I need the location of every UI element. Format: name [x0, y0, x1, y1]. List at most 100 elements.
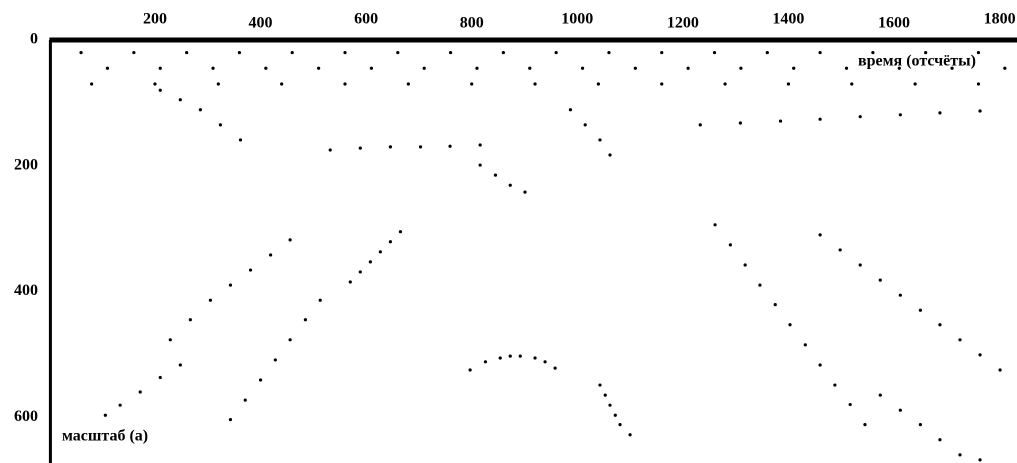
point: [568, 108, 573, 112]
point: [844, 66, 849, 70]
point: [368, 260, 372, 264]
point: [633, 66, 637, 70]
point: [608, 403, 612, 407]
point: [878, 393, 882, 397]
point: [608, 153, 612, 157]
point: [153, 82, 157, 86]
x-tick-label: 1400: [772, 11, 804, 28]
point: [533, 356, 537, 360]
point: [369, 66, 374, 70]
point: [398, 230, 403, 234]
point: [603, 393, 607, 397]
x-tick-label: 400: [249, 15, 273, 32]
point: [318, 298, 322, 302]
point: [243, 398, 247, 402]
point: [628, 433, 632, 437]
point: [508, 354, 512, 358]
point: [580, 66, 585, 70]
point: [288, 238, 292, 242]
point: [103, 413, 107, 417]
x-tick-label: 200: [143, 11, 167, 28]
point: [583, 123, 587, 127]
point: [978, 353, 982, 357]
x-tick-label: 1800: [984, 11, 1016, 28]
point: [848, 402, 852, 407]
point: [978, 109, 982, 113]
point: [264, 66, 268, 70]
point: [493, 173, 498, 177]
point: [976, 82, 981, 86]
point: [528, 66, 532, 70]
point: [950, 66, 954, 70]
x-tick-label: 800: [460, 15, 484, 32]
point: [418, 145, 423, 149]
point: [898, 293, 902, 297]
point: [938, 323, 942, 327]
x-axis-label: время (отсчёты): [858, 53, 976, 70]
point: [778, 119, 783, 123]
point: [863, 423, 867, 427]
point: [168, 338, 172, 342]
point: [358, 270, 362, 274]
point: [738, 121, 742, 125]
point: [533, 82, 537, 86]
point: [786, 82, 791, 86]
point: [743, 263, 747, 267]
point: [328, 148, 332, 152]
point: [501, 50, 505, 55]
point: [237, 50, 242, 55]
x-tick-label: 1200: [667, 15, 699, 32]
point: [897, 66, 901, 70]
point: [198, 108, 202, 112]
point: [478, 143, 482, 147]
point: [976, 50, 981, 55]
point: [818, 117, 822, 121]
point: [358, 146, 362, 150]
point: [483, 360, 488, 364]
point: [317, 66, 321, 70]
point: [913, 82, 917, 86]
x-tick-label: 600: [354, 11, 378, 28]
point: [938, 438, 942, 442]
point: [660, 82, 664, 86]
point: [238, 138, 243, 142]
point: [918, 308, 922, 312]
point: [898, 113, 902, 117]
y-tick-label: 200: [14, 156, 38, 173]
point: [728, 243, 732, 247]
point: [303, 318, 308, 322]
point: [878, 278, 882, 282]
point: [924, 50, 928, 55]
point: [448, 50, 453, 55]
point: [938, 111, 942, 115]
point: [765, 50, 769, 55]
y-tick-label: 600: [14, 408, 38, 425]
point: [105, 66, 110, 70]
point: [388, 240, 393, 244]
point: [871, 50, 875, 55]
point: [158, 66, 162, 70]
point: [228, 418, 233, 422]
point: [838, 248, 842, 252]
point: [850, 82, 854, 86]
point: [618, 423, 622, 427]
point: [773, 303, 777, 307]
point: [553, 366, 557, 370]
y-tick-label: 0: [30, 31, 38, 48]
x-tick-label: 1000: [561, 11, 593, 28]
point: [858, 115, 862, 119]
point: [660, 50, 664, 55]
point: [208, 298, 213, 302]
point: [498, 356, 502, 360]
point: [607, 50, 611, 55]
point: [422, 66, 426, 70]
point: [818, 50, 822, 55]
point: [958, 453, 962, 457]
point: [273, 358, 277, 362]
point: [396, 50, 400, 55]
point: [598, 383, 602, 387]
point: [138, 390, 142, 394]
point: [280, 82, 284, 86]
point: [518, 354, 522, 358]
